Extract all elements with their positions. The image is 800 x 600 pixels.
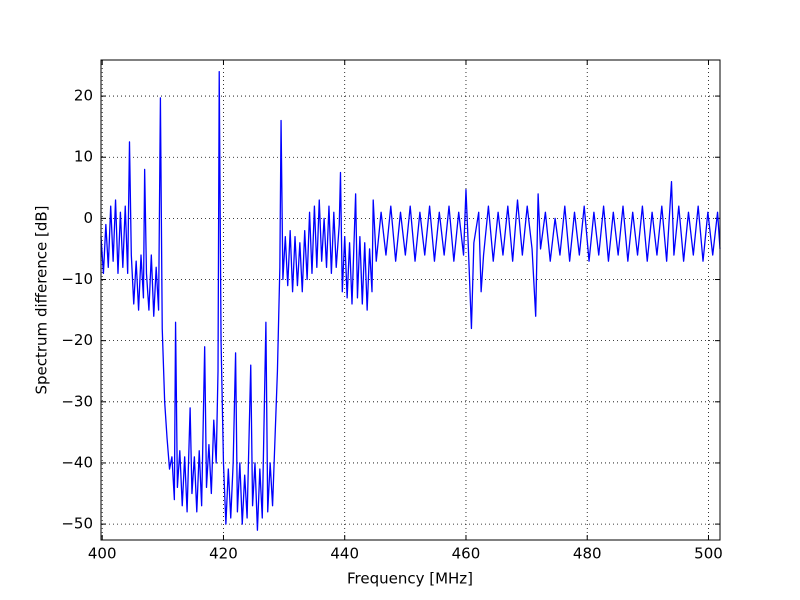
y-tick-label: 0 — [83, 209, 93, 227]
y-tick-label: 10 — [74, 148, 93, 166]
y-tick-label: −20 — [61, 331, 93, 349]
y-tick-label: −50 — [61, 515, 93, 533]
x-tick-label: 400 — [88, 545, 117, 563]
x-tick-label: 460 — [452, 545, 481, 563]
y-axis-label: Spectrum difference [dB] — [33, 205, 51, 394]
y-tick-label: −30 — [61, 392, 93, 410]
y-tick-label: −10 — [61, 270, 93, 288]
y-tick-label: −40 — [61, 453, 93, 471]
y-tick-label: 20 — [74, 87, 93, 105]
x-tick-label: 500 — [694, 545, 723, 563]
x-tick-label: 480 — [573, 545, 602, 563]
plot-frame — [100, 59, 721, 541]
x-tick-label: 440 — [330, 545, 359, 563]
x-axis-label: Frequency [MHz] — [347, 570, 473, 588]
x-tick-label: 420 — [209, 545, 238, 563]
data-line — [100, 70, 721, 531]
